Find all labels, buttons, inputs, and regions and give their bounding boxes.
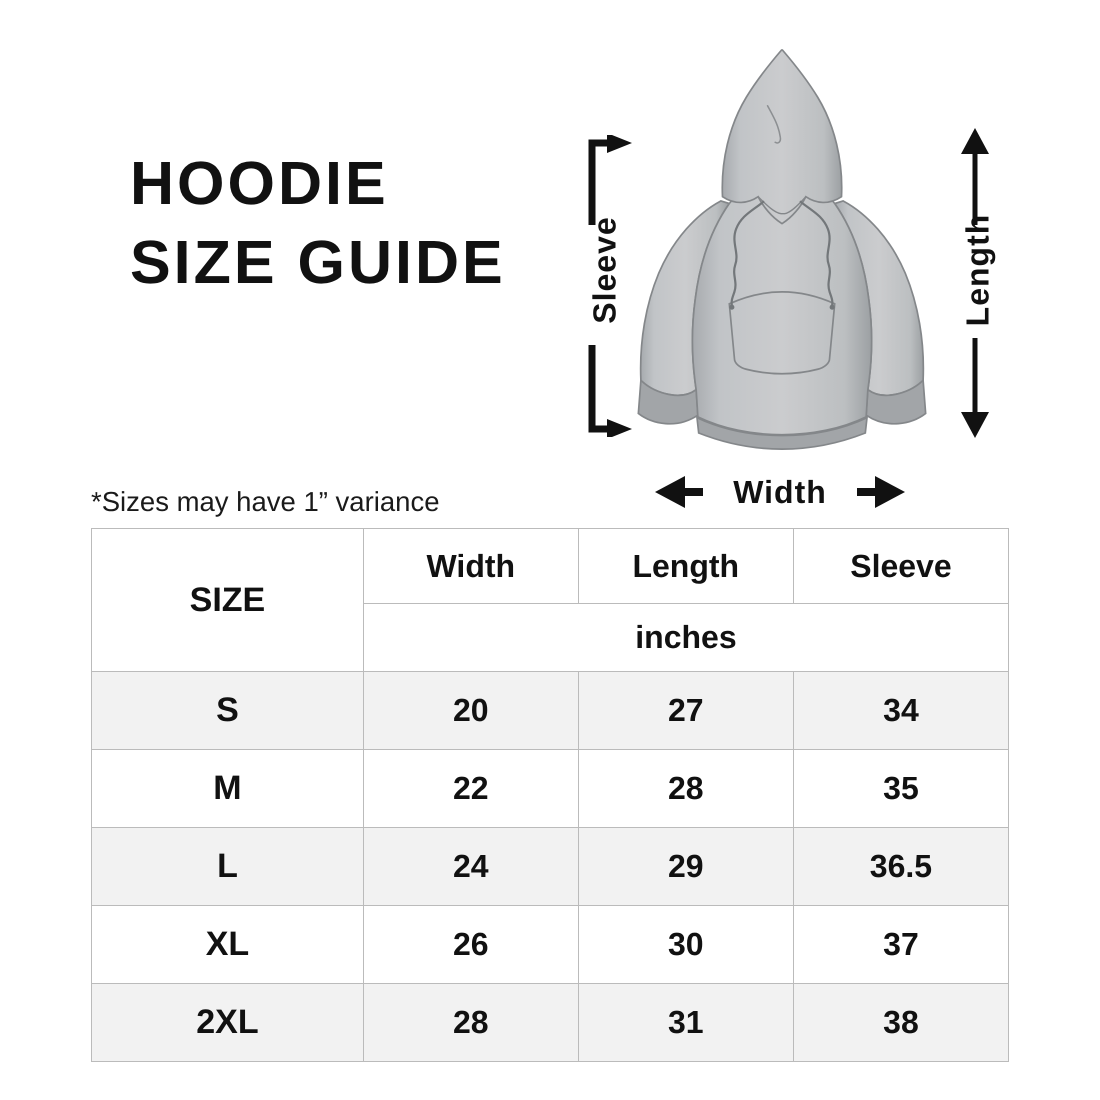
- svg-text:Sleeve: Sleeve: [586, 216, 622, 323]
- svg-text:Length: Length: [959, 214, 995, 327]
- svg-text:Width: Width: [733, 474, 827, 510]
